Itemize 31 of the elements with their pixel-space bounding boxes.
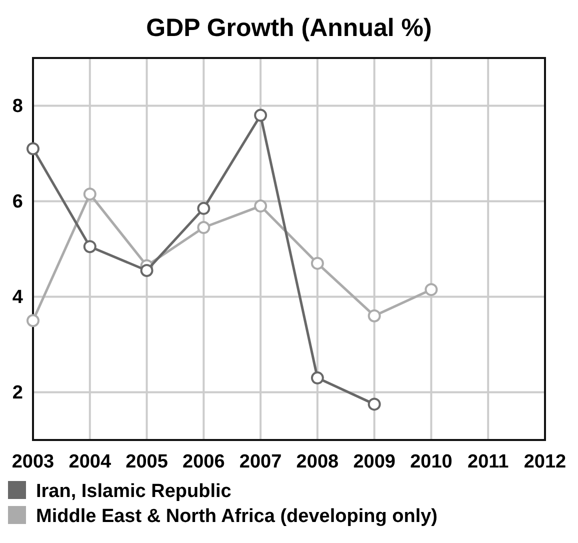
legend-label: Iran, Islamic Republic: [36, 481, 232, 502]
x-tick-label: 2012: [524, 451, 566, 472]
y-tick-label: 2: [12, 382, 23, 404]
point: [310, 256, 324, 270]
point: [83, 188, 96, 201]
point: [140, 264, 154, 277]
point: [424, 283, 438, 296]
x-tick-label: 2008: [296, 451, 339, 472]
point: [26, 314, 40, 328]
x-tick-label: 2011: [467, 451, 510, 472]
point: [26, 142, 40, 156]
x-tick-label: 2006: [182, 451, 225, 472]
y-tick-label: 4: [12, 286, 24, 308]
x-tick-label: 2007: [239, 451, 282, 472]
x-tick-label: 2005: [126, 451, 168, 472]
point: [254, 200, 268, 213]
point: [197, 202, 210, 215]
legend-label: Middle East & North Africa (developing only): [36, 506, 438, 527]
x-tick-label: 2009: [353, 451, 396, 472]
x-tick-label: 2010: [410, 451, 452, 472]
x-tick-label: 2003: [12, 451, 54, 472]
x-tick-label: 2004: [68, 451, 112, 472]
point: [368, 309, 381, 322]
y-tick-label: 8: [12, 96, 23, 117]
point: [197, 221, 210, 234]
point: [254, 108, 268, 122]
y-tick-label: 6: [12, 191, 23, 212]
point: [368, 398, 381, 411]
point: [83, 240, 96, 254]
point: [310, 371, 324, 384]
chart-title: GDP Growth (Annual %): [146, 14, 432, 42]
